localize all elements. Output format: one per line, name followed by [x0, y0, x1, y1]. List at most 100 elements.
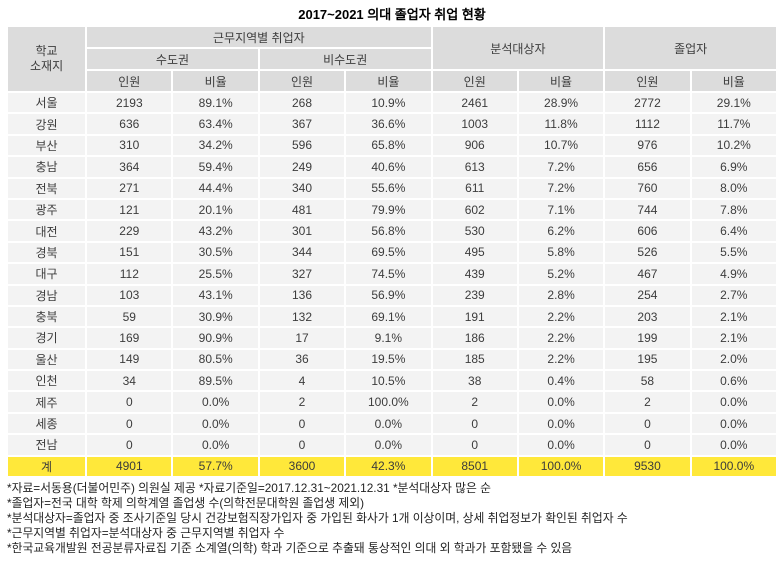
region-cell: 경남 — [8, 285, 86, 305]
value-cell: 1003 — [432, 114, 517, 134]
value-cell: 2193 — [87, 93, 172, 113]
value-cell: 90.9% — [173, 328, 258, 348]
header-row-1: 학교 소재지 근무지역별 취업자 분석대상자 졸업자 — [8, 27, 776, 91]
value-cell: 760 — [605, 178, 690, 198]
table-row: 제주 0 0.0% 2 100.0% 2 0.0% 2 0.0% — [8, 392, 776, 412]
region-cell: 광주 — [8, 199, 86, 220]
col-header-region-line1: 학교 — [35, 44, 58, 58]
value-cell: 254 — [605, 285, 690, 305]
region-cell: 전남 — [8, 435, 86, 455]
value-cell: 103 — [87, 285, 172, 305]
value-cell: 132 — [259, 306, 345, 327]
value-cell: 0.0% — [173, 413, 258, 434]
value-cell: 344 — [259, 242, 345, 263]
value-cell: 9.1% — [346, 328, 431, 348]
value-cell: 229 — [87, 221, 172, 241]
col-header-employed-by-region: 근무지역별 취업자 — [87, 27, 431, 47]
value-cell: 249 — [259, 157, 345, 177]
value-cell: 0.0% — [518, 435, 604, 455]
footnote: *자료=서동용(더불어민주) 의원실 제공 *자료기준일=2017.12.31~… — [7, 481, 491, 496]
value-cell: 2.2% — [518, 306, 604, 327]
value-cell: 89.5% — [173, 371, 258, 391]
value-cell: 5.5% — [691, 242, 776, 263]
value-cell: 112 — [87, 264, 172, 284]
value-cell: 0.0% — [173, 435, 258, 455]
value-cell: 58 — [605, 371, 690, 391]
page: 2017~2021 의대 졸업자 취업 현황 학교 소재지 근무지역별 취업자 … — [7, 7, 776, 556]
chart-title: 2017~2021 의대 졸업자 취업 현황 — [298, 7, 486, 22]
value-cell: 310 — [87, 135, 172, 156]
col-header-ratio: 비율 — [518, 71, 604, 91]
table-row: 부산 310 34.2% 596 65.8% 906 10.7% 976 10.2% — [8, 135, 776, 156]
value-cell: 0.0% — [346, 413, 431, 434]
table-row: 충남 364 59.4% 249 40.6% 613 7.2% 656 6.9% — [8, 157, 776, 177]
value-cell: 65.8% — [346, 135, 431, 156]
table-row: 전북 271 44.4% 340 55.6% 611 7.2% 760 8.0% — [8, 178, 776, 198]
value-cell: 268 — [259, 93, 345, 113]
value-cell: 29.1% — [691, 93, 776, 113]
value-cell: 906 — [432, 135, 517, 156]
value-cell: 7.2% — [518, 178, 604, 198]
value-cell: 364 — [87, 157, 172, 177]
value-cell: 481 — [259, 199, 345, 220]
value-cell: 74.5% — [346, 264, 431, 284]
value-cell: 7.2% — [518, 157, 604, 177]
value-cell: 0.0% — [691, 435, 776, 455]
value-cell: 10.7% — [518, 135, 604, 156]
value-cell: 0 — [87, 392, 172, 412]
table-row: 서울 2193 89.1% 268 10.9% 2461 28.9% 2772 29.1% — [8, 93, 776, 113]
value-cell: 57.7% — [173, 456, 258, 477]
value-cell: 467 — [605, 264, 690, 284]
value-cell: 149 — [87, 349, 172, 370]
value-cell: 2 — [259, 392, 345, 412]
value-cell: 606 — [605, 221, 690, 241]
value-cell: 10.9% — [346, 93, 431, 113]
value-cell: 327 — [259, 264, 345, 284]
value-cell: 367 — [259, 114, 345, 134]
col-header-count: 인원 — [432, 71, 517, 91]
value-cell: 79.9% — [346, 199, 431, 220]
table-row: 울산 149 80.5% 36 19.5% 185 2.2% 195 2.0% — [8, 349, 776, 370]
value-cell: 34.2% — [173, 135, 258, 156]
value-cell: 55.6% — [346, 178, 431, 198]
value-cell: 20.1% — [173, 199, 258, 220]
value-cell: 0 — [432, 435, 517, 455]
value-cell: 17 — [259, 328, 345, 348]
value-cell: 495 — [432, 242, 517, 263]
value-cell: 0.0% — [346, 435, 431, 455]
region-cell: 충북 — [8, 306, 86, 327]
value-cell: 151 — [87, 242, 172, 263]
header-row-3: 인원 비율 인원 비율 인원 비율 인원 비율 — [8, 71, 776, 91]
region-cell: 경북 — [8, 242, 86, 263]
table-row: 경남 103 43.1% 136 56.9% 239 2.8% 254 2.7% — [8, 285, 776, 305]
value-cell: 199 — [605, 328, 690, 348]
value-cell: 8.0% — [691, 178, 776, 198]
footnote: *분석대상자=졸업자 중 조사기준일 당시 건강보험직장가입자 중 가입된 화사… — [7, 511, 628, 526]
value-cell: 439 — [432, 264, 517, 284]
region-cell: 대전 — [8, 221, 86, 241]
value-cell: 0.0% — [691, 413, 776, 434]
footnote: *한국교육개발원 전공분류자료집 기준 소계열(의학) 학과 기준으로 추출돼 … — [7, 541, 573, 556]
region-cell: 대구 — [8, 264, 86, 284]
value-cell: 56.9% — [346, 285, 431, 305]
value-cell: 4901 — [87, 456, 172, 477]
value-cell: 6.4% — [691, 221, 776, 241]
value-cell: 526 — [605, 242, 690, 263]
table-row: 인천 34 89.5% 4 10.5% 38 0.4% 58 0.6% — [8, 371, 776, 391]
value-cell: 0 — [87, 413, 172, 434]
region-cell: 강원 — [8, 114, 86, 134]
value-cell: 191 — [432, 306, 517, 327]
value-cell: 2.1% — [691, 328, 776, 348]
table-header: 학교 소재지 근무지역별 취업자 분석대상자 졸업자 수도권 비수도권 인원 비… — [8, 27, 776, 91]
value-cell: 2 — [605, 392, 690, 412]
value-cell: 89.1% — [173, 93, 258, 113]
col-header-analyzed: 분석대상자 — [432, 27, 604, 69]
region-cell: 인천 — [8, 371, 86, 391]
table-row: 경기 169 90.9% 17 9.1% 186 2.2% 199 2.1% — [8, 328, 776, 348]
value-cell: 2.2% — [518, 349, 604, 370]
table-row: 경북 151 30.5% 344 69.5% 495 5.8% 526 5.5% — [8, 242, 776, 263]
col-header-graduates: 졸업자 — [605, 27, 776, 69]
table-row: 충북 59 30.9% 132 69.1% 191 2.2% 203 2.1% — [8, 306, 776, 327]
value-cell: 69.1% — [346, 306, 431, 327]
value-cell: 5.2% — [518, 264, 604, 284]
